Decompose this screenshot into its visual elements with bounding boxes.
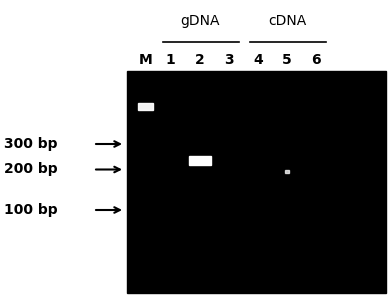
Text: cDNA: cDNA	[268, 14, 306, 28]
Bar	[285, 169, 289, 172]
Bar	[138, 103, 153, 110]
Bar	[189, 156, 211, 165]
Text: 5: 5	[282, 53, 292, 67]
Text: 300 bp: 300 bp	[4, 137, 57, 151]
Text: 1: 1	[166, 53, 176, 67]
Text: M: M	[139, 53, 152, 67]
Text: gDNA: gDNA	[180, 14, 220, 28]
Text: 2: 2	[195, 53, 205, 67]
Text: 3: 3	[224, 53, 234, 67]
Text: 200 bp: 200 bp	[4, 163, 57, 176]
Text: 6: 6	[312, 53, 321, 67]
Text: 100 bp: 100 bp	[4, 203, 57, 217]
Text: 4: 4	[253, 53, 263, 67]
Bar	[127, 70, 386, 292]
